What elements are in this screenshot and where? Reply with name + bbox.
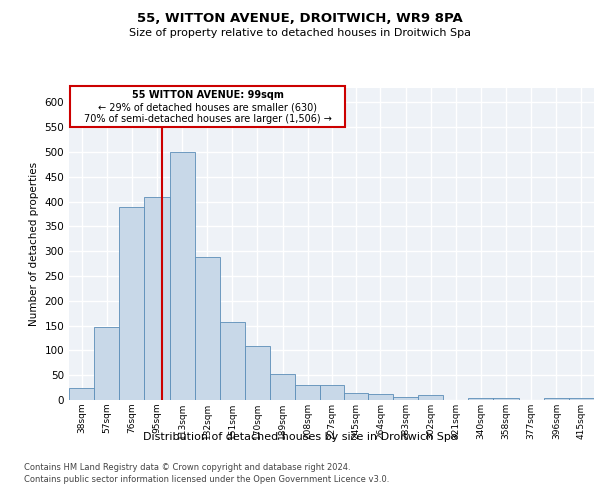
Bar [393, 396, 418, 400]
Text: ← 29% of detached houses are smaller (630): ← 29% of detached houses are smaller (63… [98, 102, 317, 112]
Bar [245, 346, 270, 400]
Bar [569, 398, 594, 400]
Bar [368, 394, 393, 400]
Bar [145, 196, 170, 400]
Bar [170, 152, 194, 400]
Text: Contains public sector information licensed under the Open Government Licence v3: Contains public sector information licen… [24, 475, 389, 484]
Text: 55 WITTON AVENUE: 99sqm: 55 WITTON AVENUE: 99sqm [131, 90, 283, 100]
Bar [220, 322, 245, 400]
Bar [320, 385, 344, 400]
Bar [544, 398, 569, 400]
Bar [94, 326, 119, 400]
Bar [270, 374, 295, 400]
Text: Size of property relative to detached houses in Droitwich Spa: Size of property relative to detached ho… [129, 28, 471, 38]
Text: 70% of semi-detached houses are larger (1,506) →: 70% of semi-detached houses are larger (… [83, 114, 331, 124]
Bar [194, 257, 220, 400]
Y-axis label: Number of detached properties: Number of detached properties [29, 162, 39, 326]
Bar [469, 398, 493, 400]
Bar [493, 398, 518, 400]
Text: Distribution of detached houses by size in Droitwich Spa: Distribution of detached houses by size … [143, 432, 457, 442]
Bar [418, 395, 443, 400]
Bar [69, 388, 94, 400]
Text: Contains HM Land Registry data © Crown copyright and database right 2024.: Contains HM Land Registry data © Crown c… [24, 462, 350, 471]
FancyBboxPatch shape [70, 86, 344, 126]
Bar [119, 206, 145, 400]
Bar [344, 392, 368, 400]
Bar [295, 385, 320, 400]
Text: 55, WITTON AVENUE, DROITWICH, WR9 8PA: 55, WITTON AVENUE, DROITWICH, WR9 8PA [137, 12, 463, 26]
